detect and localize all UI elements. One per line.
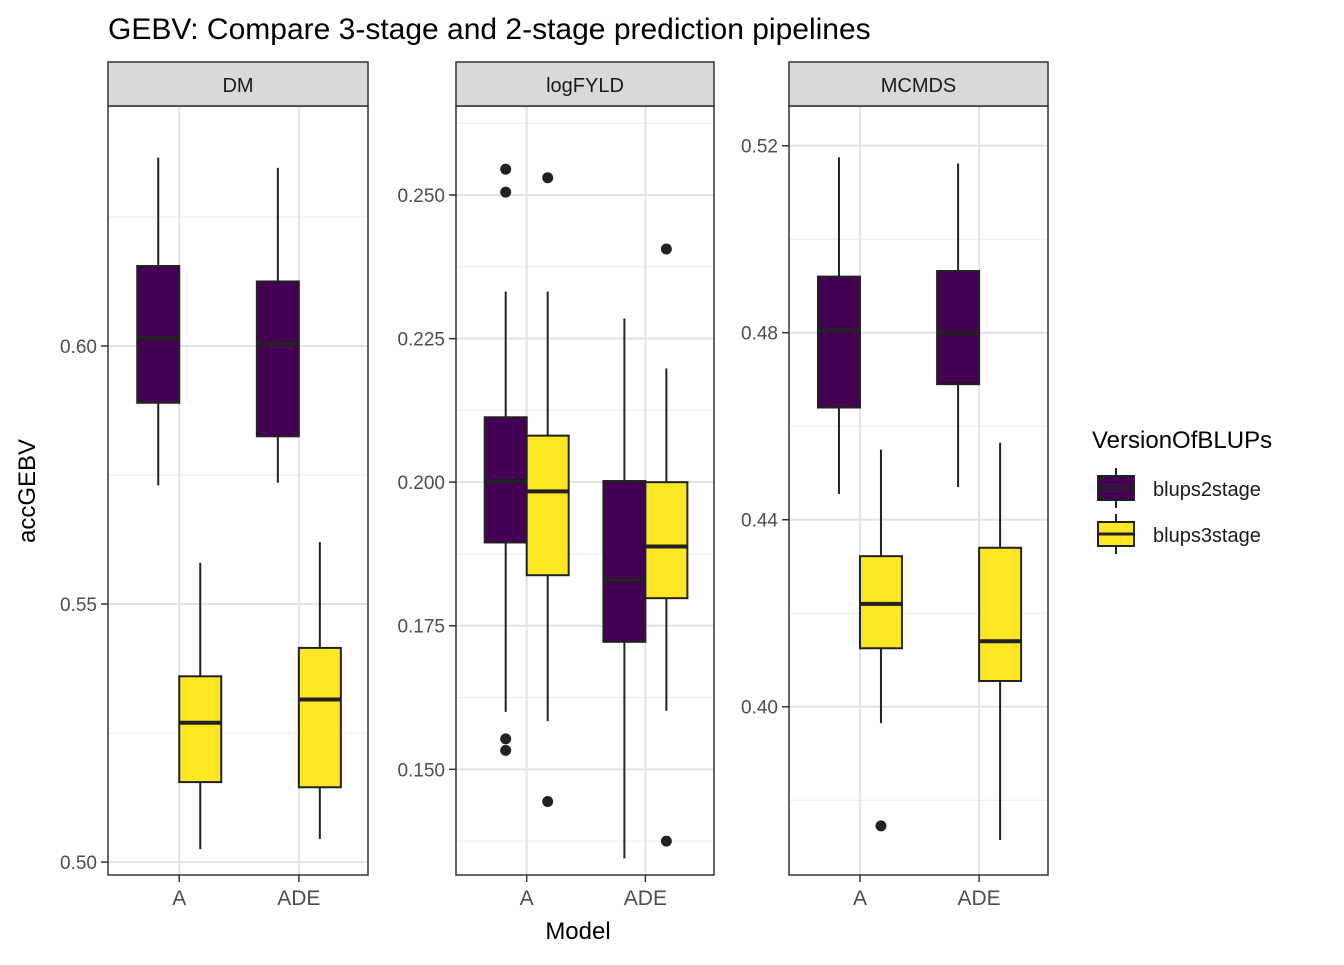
box-body: [816, 275, 861, 409]
outlier-point: [500, 733, 512, 745]
panel-background: [789, 106, 1048, 875]
outlier-point: [500, 744, 512, 756]
chart-title: GEBV: Compare 3-stage and 2-stage predic…: [108, 13, 871, 46]
legend-label: blups2stage: [1153, 479, 1261, 501]
outlier-point: [500, 163, 512, 175]
outlier-point: [542, 172, 554, 184]
legend: VersionOfBLUPs blups2stage blups3stage: [1092, 427, 1272, 554]
y-tick-label: 0.250: [397, 186, 445, 207]
x-axis-label: Model: [545, 918, 610, 945]
box-dm-a-blups3stage: [178, 562, 223, 850]
x-tick-label: ADE: [958, 887, 1001, 910]
x-tick-label: A: [853, 887, 867, 910]
outlier-point: [660, 835, 672, 847]
y-tick-label: 0.48: [741, 324, 778, 345]
x-tick-label: A: [520, 887, 534, 910]
facet-strip-label: DM: [222, 75, 253, 97]
box-logfyld-a-blups3stage: [525, 172, 570, 807]
box-body: [936, 270, 981, 386]
box-dm-ade-blups2stage: [255, 167, 300, 483]
outlier-point: [500, 186, 512, 198]
outlier-point: [660, 243, 672, 255]
box-mcmds-ade-blups3stage: [978, 442, 1023, 840]
y-tick-label: 0.200: [397, 473, 445, 494]
x-tick-label: ADE: [277, 887, 320, 910]
facet-strip: [107, 61, 369, 107]
x-tick-label: ADE: [624, 887, 667, 910]
facet-strip-label: logFYLD: [546, 75, 624, 97]
legend-entry-blups2stage: blups2stage: [1097, 468, 1261, 508]
box-body: [297, 646, 342, 789]
facet-strip-label: MCMDS: [881, 75, 957, 97]
box-body: [255, 280, 300, 438]
box-body: [525, 434, 570, 577]
outlier-point: [542, 795, 554, 807]
y-tick-label: 0.225: [397, 330, 445, 351]
y-tick-label: 0.52: [741, 137, 778, 158]
y-axis-label: accGEBV: [14, 439, 41, 543]
facet-strip: [455, 61, 715, 107]
y-tick-label: 0.44: [741, 511, 778, 532]
y-tick-label: 0.175: [397, 617, 445, 638]
facet-dm: DM 0.50 0.55 0.60 A ADE: [60, 61, 369, 910]
outlier-point: [875, 820, 887, 832]
y-tick-label: 0.40: [741, 698, 778, 719]
box-body: [602, 480, 647, 643]
facets-layer: DM 0.50 0.55 0.60 A ADE logFYLD 0.150 0.175 0.200…: [60, 61, 1049, 910]
box-body: [136, 264, 181, 404]
legend-entry-blups3stage: blups3stage: [1097, 514, 1261, 554]
y-tick-label: 0.60: [60, 337, 97, 358]
box-dm-a-blups2stage: [136, 157, 181, 486]
box-dm-ade-blups3stage: [297, 542, 342, 839]
box-logfyld-ade-blups3stage: [644, 243, 689, 847]
box-body: [644, 481, 689, 600]
box-mcmds-a-blups3stage: [858, 449, 903, 832]
box-body: [178, 675, 223, 784]
facet-mcmds: MCMDS 0.40 0.44 0.48 0.52 A ADE: [741, 61, 1049, 910]
legend-title: VersionOfBLUPs: [1092, 427, 1272, 454]
legend-label: blups3stage: [1153, 525, 1261, 547]
y-tick-label: 0.150: [397, 760, 445, 781]
box-body: [978, 546, 1023, 682]
box-mcmds-a-blups2stage: [816, 157, 861, 495]
facet-logfyld: logFYLD 0.150 0.175 0.200 0.225 0.250 A ADE: [397, 61, 715, 910]
facet-strip: [788, 61, 1049, 107]
box-logfyld-ade-blups2stage: [602, 318, 647, 859]
x-tick-label: A: [172, 887, 186, 910]
box-mcmds-ade-blups2stage: [936, 163, 981, 487]
y-tick-label: 0.50: [60, 853, 97, 874]
y-tick-label: 0.55: [60, 595, 97, 616]
